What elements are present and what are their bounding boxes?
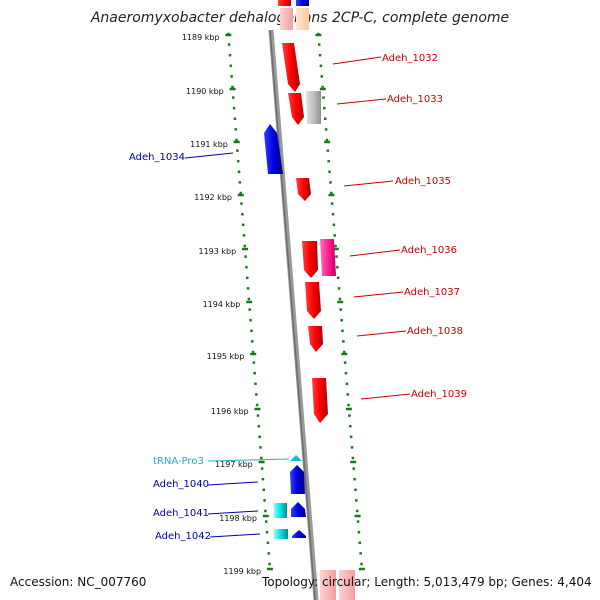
scale-label: 1192 kbp: [194, 193, 232, 202]
gene-Adeh_1041[interactable]: Adeh_1041: [153, 502, 306, 519]
gene-label[interactable]: Adeh_1039: [411, 389, 467, 400]
scale-ticks-left: [225, 32, 273, 571]
gene-label[interactable]: Adeh_1035: [395, 176, 451, 187]
scale-label: 1195 kbp: [207, 352, 245, 361]
scale-label: 1198 kbp: [219, 514, 257, 523]
scale-label: 1189 kbp: [182, 33, 220, 42]
gene-Adeh_1037[interactable]: Adeh_1037: [305, 282, 460, 319]
gene-Adeh_1036[interactable]: Adeh_1036: [302, 239, 457, 278]
gene-Adeh_1038[interactable]: Adeh_1038: [308, 326, 463, 352]
gene-label[interactable]: Adeh_1038: [407, 326, 463, 337]
gene-tRNA-Pro3[interactable]: tRNA-Pro3: [153, 455, 302, 467]
gene-Adeh_1033[interactable]: Adeh_1033: [288, 91, 443, 125]
gene-label[interactable]: Adeh_1041: [153, 508, 209, 519]
gene-Adeh_1034[interactable]: Adeh_1034: [129, 124, 283, 174]
gene-label[interactable]: Adeh_1032: [382, 53, 438, 64]
scale-label: 1190 kbp: [186, 87, 224, 96]
gene-label[interactable]: Adeh_1037: [404, 287, 460, 298]
backbone: [268, 29, 319, 600]
scale-label: 1191 kbp: [190, 140, 228, 149]
scale-labels: 1189 kbp 1190 kbp 1191 kbp 1192 kbp 1193 kbp…: [182, 33, 261, 576]
scale-label: 1193 kbp: [198, 247, 236, 256]
gene-label[interactable]: tRNA-Pro3: [153, 456, 204, 467]
gene-Adeh_1039[interactable]: Adeh_1039: [312, 378, 467, 423]
topology-text: Topology: circular; Length: 5,013,479 bp…: [262, 575, 592, 589]
scale-label: 1194 kbp: [203, 300, 241, 309]
cropped-features-bottom: [320, 570, 355, 600]
scale-label: 1199 kbp: [223, 567, 261, 576]
gene-label[interactable]: Adeh_1036: [401, 245, 457, 256]
gene-Adeh_1035[interactable]: Adeh_1035: [296, 176, 451, 201]
cropped-features-top: [278, 0, 309, 30]
gene-Adeh_1040[interactable]: Adeh_1040: [153, 465, 305, 494]
gene-label[interactable]: Adeh_1034: [129, 152, 185, 163]
gene-Adeh_1032[interactable]: Adeh_1032: [282, 43, 438, 92]
scale-label: 1196 kbp: [211, 407, 249, 416]
gene-label[interactable]: Adeh_1040: [153, 479, 209, 490]
scale-label: 1197 kbp: [215, 460, 253, 469]
gene-Adeh_1042[interactable]: Adeh_1042: [155, 529, 306, 542]
accession-text: Accession: NC_007760: [10, 575, 147, 589]
gene-label[interactable]: Adeh_1033: [387, 94, 443, 105]
scale-ticks-right: [315, 32, 365, 571]
gene-label[interactable]: Adeh_1042: [155, 531, 211, 542]
